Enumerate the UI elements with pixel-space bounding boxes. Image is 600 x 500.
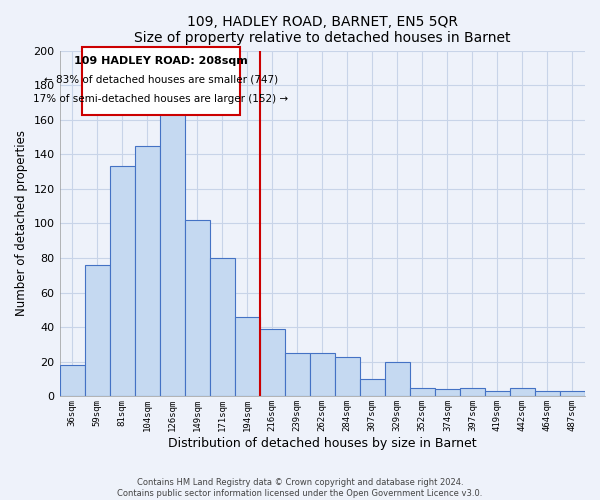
- Bar: [110, 166, 134, 396]
- Bar: [510, 388, 535, 396]
- Text: 17% of semi-detached houses are larger (152) →: 17% of semi-detached houses are larger (…: [34, 94, 289, 104]
- Bar: [59, 366, 85, 396]
- Bar: [260, 329, 285, 396]
- Bar: [435, 390, 460, 396]
- Bar: [209, 258, 235, 396]
- Bar: [85, 265, 110, 396]
- Text: Contains HM Land Registry data © Crown copyright and database right 2024.
Contai: Contains HM Land Registry data © Crown c…: [118, 478, 482, 498]
- Bar: [235, 317, 260, 396]
- Bar: [160, 111, 185, 397]
- Title: 109, HADLEY ROAD, BARNET, EN5 5QR
Size of property relative to detached houses i: 109, HADLEY ROAD, BARNET, EN5 5QR Size o…: [134, 15, 511, 45]
- Bar: [535, 391, 560, 396]
- Text: 109 HADLEY ROAD: 208sqm: 109 HADLEY ROAD: 208sqm: [74, 56, 248, 66]
- Text: ← 83% of detached houses are smaller (747): ← 83% of detached houses are smaller (74…: [44, 74, 278, 85]
- Bar: [410, 388, 435, 396]
- Bar: [310, 353, 335, 397]
- Bar: [485, 391, 510, 396]
- Bar: [285, 353, 310, 397]
- Y-axis label: Number of detached properties: Number of detached properties: [15, 130, 28, 316]
- Bar: [560, 391, 585, 396]
- Bar: [385, 362, 410, 396]
- Bar: [360, 379, 385, 396]
- X-axis label: Distribution of detached houses by size in Barnet: Distribution of detached houses by size …: [168, 437, 476, 450]
- Bar: [134, 146, 160, 396]
- Bar: [185, 220, 209, 396]
- Bar: [335, 356, 360, 397]
- Bar: [460, 388, 485, 396]
- FancyBboxPatch shape: [82, 47, 239, 114]
